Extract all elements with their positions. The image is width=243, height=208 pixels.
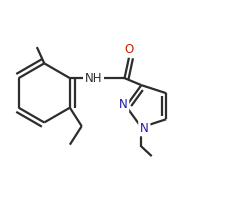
Text: O: O (124, 43, 134, 56)
Text: N: N (119, 98, 128, 111)
Text: N: N (140, 121, 149, 135)
Text: NH: NH (85, 72, 102, 85)
